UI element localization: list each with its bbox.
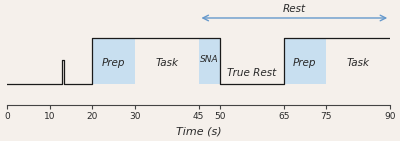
Text: Task: Task <box>347 58 370 68</box>
Text: Prep: Prep <box>102 58 125 68</box>
Text: Rest: Rest <box>283 4 306 14</box>
Text: Task: Task <box>155 58 178 68</box>
Text: True Rest: True Rest <box>227 68 276 78</box>
Text: SNA: SNA <box>200 55 218 64</box>
Text: Prep: Prep <box>293 58 317 68</box>
FancyBboxPatch shape <box>198 38 220 84</box>
X-axis label: Time (s): Time (s) <box>176 127 221 137</box>
FancyBboxPatch shape <box>284 38 326 84</box>
FancyBboxPatch shape <box>92 38 135 84</box>
